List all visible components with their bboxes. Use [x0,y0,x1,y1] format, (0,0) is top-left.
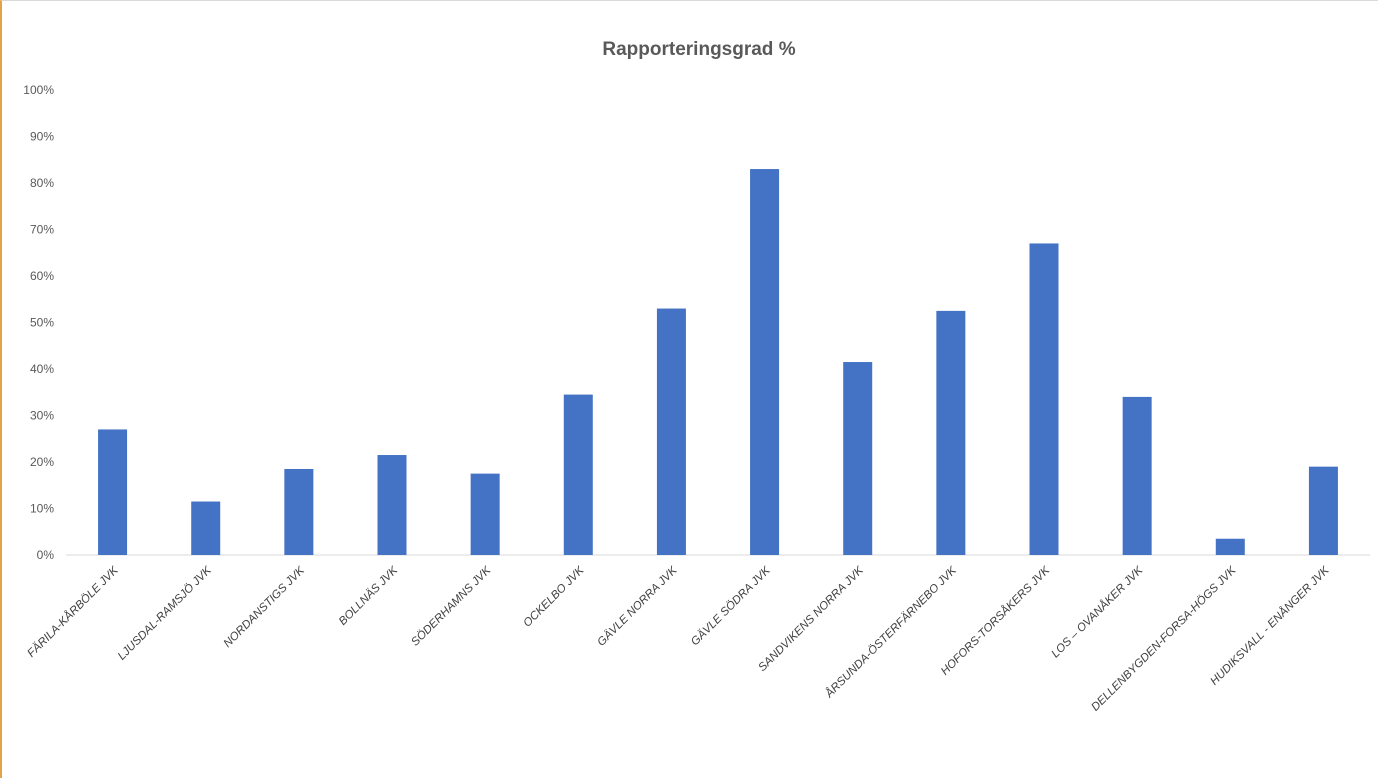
y-tick-label: 80% [30,176,54,190]
bar [470,473,500,555]
x-tick-label: SÖDERHAMNS JVK [409,564,494,649]
x-tick-label: NORDANSTIGS JVK [222,564,308,650]
bar [563,394,593,555]
chart-title: Rapporteringsgrad % [602,39,795,60]
x-tick-label: LOS – OVANÅKER JVK [1049,563,1146,660]
x-tick-label: FÄRILA-KÅRBÖLE JVK [25,563,122,660]
x-tick-label: GÄVLE SÖDRA JVK [689,564,774,649]
y-tick-label: 0% [37,548,55,562]
y-tick-label: 70% [30,223,54,237]
x-tick-label: BOLLNÄS JVK [337,564,401,628]
bar [1122,396,1152,555]
bar [750,169,780,556]
y-tick-label: 30% [30,409,54,423]
x-tick-label: SANDVIKENS NORRA JVK [756,564,866,674]
y-tick-label: 10% [30,502,54,516]
y-tick-label: 100% [23,83,54,97]
bar [1308,466,1338,555]
bar [284,468,314,555]
bar [1029,243,1059,555]
y-tick-label: 90% [30,130,54,144]
x-tick-label: GÄVLE NORRA JVK [595,564,680,649]
bar [843,362,873,555]
bars-group [98,169,1338,556]
bar [377,455,407,555]
bar [191,501,221,555]
y-tick-label: 20% [30,455,54,469]
y-tick-label: 50% [30,316,54,330]
bar [1215,538,1245,555]
bar [656,308,686,555]
bar [98,429,128,555]
x-tick-label: HOFORS-TORSÅKERS JVK [938,563,1053,678]
x-tick-label: LJUSDAL-RAMSJÖ JVK [116,564,215,663]
y-tick-label: 60% [30,269,54,283]
x-tick-label: DELLENBYGDEN-FORSA-HÖGS JVK [1089,564,1239,714]
x-tick-label: OCKELBO JVK [521,564,587,630]
y-tick-label: 40% [30,362,54,376]
y-axis-ticks: 0% 10% 20% 30% 40% 50% 60% 70% 80% 90% 100% [23,83,54,562]
bar [936,310,966,555]
